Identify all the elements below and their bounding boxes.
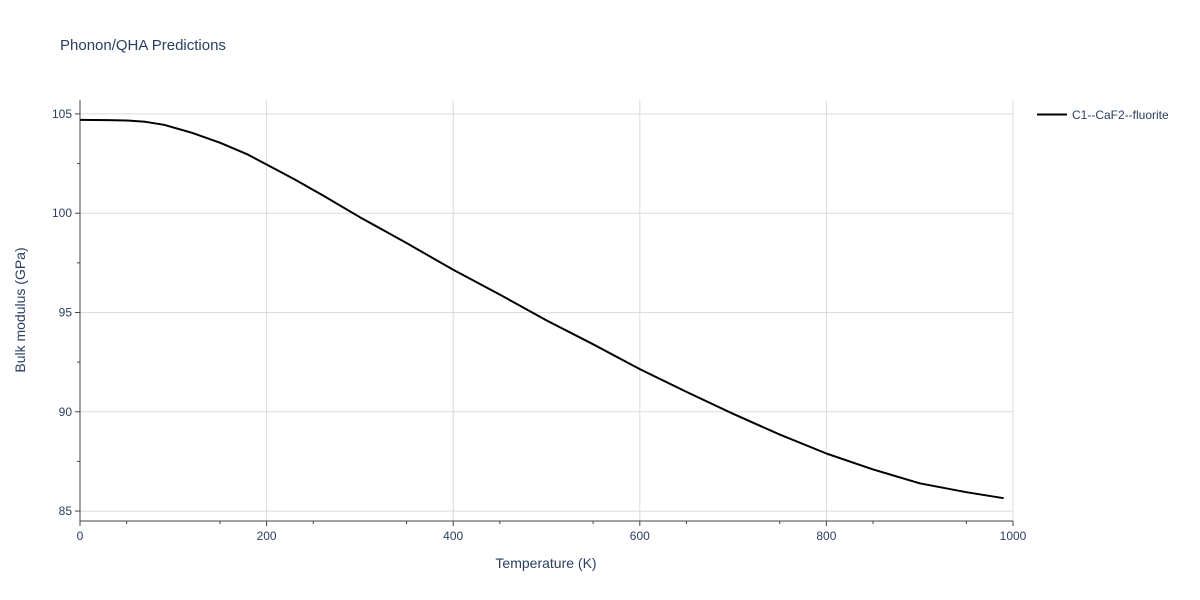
series-layer bbox=[79, 118, 1004, 500]
x-tick-label: 800 bbox=[816, 529, 836, 543]
grid-layer bbox=[80, 100, 1014, 521]
y-axis-title: Bulk modulus (GPa) bbox=[12, 247, 28, 372]
y-tick-label: 100 bbox=[52, 206, 72, 220]
chart-title: Phonon/QHA Predictions bbox=[60, 37, 226, 54]
x-tick-label: 600 bbox=[630, 529, 650, 543]
axes-layer: 85 90 95 100 105 0 200 400 600 800 1000 bbox=[52, 100, 1027, 543]
legend-label: C1--CaF2--fluorite bbox=[1072, 108, 1169, 122]
x-tick-label: 400 bbox=[443, 529, 463, 543]
legend[interactable]: C1--CaF2--fluorite bbox=[1037, 108, 1169, 122]
y-tick-label: 85 bbox=[59, 504, 73, 518]
x-tick-label: 1000 bbox=[1000, 529, 1027, 543]
x-tick-label: 200 bbox=[257, 529, 277, 543]
x-axis-title: Temperature (K) bbox=[495, 555, 596, 571]
y-tick-label: 90 bbox=[59, 405, 73, 419]
y-tick-label: 105 bbox=[52, 107, 72, 121]
y-tick-label: 95 bbox=[59, 305, 73, 319]
series-line-C1--CaF2--fluorite bbox=[79, 118, 1004, 500]
x-tick-label: 0 bbox=[77, 529, 84, 543]
